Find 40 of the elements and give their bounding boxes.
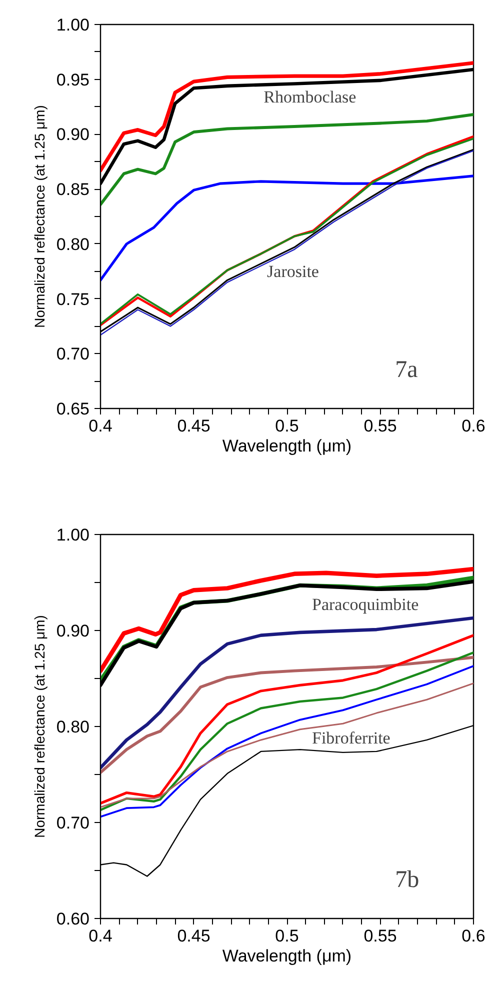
- y-tick-label: 0.60: [56, 910, 90, 928]
- x-axis-title: Wavelength (μm): [222, 436, 352, 456]
- x-tick-label: 0.4: [88, 416, 112, 436]
- y-tick-label: 1.00: [56, 16, 90, 34]
- x-tick-label: 0.45: [177, 416, 210, 436]
- y-tick-label: 0.70: [56, 814, 90, 832]
- annotation: 7a: [395, 357, 418, 384]
- x-tick-label: 0.6: [462, 926, 486, 946]
- x-tick-label: 0.6: [462, 416, 486, 436]
- y-tick-label: 0.90: [56, 125, 90, 144]
- y-tick-label: 0.80: [56, 718, 90, 736]
- line-series: [100, 656, 474, 774]
- y-tick-label: 1.00: [56, 526, 90, 544]
- y-tick-label: 0.95: [56, 70, 90, 90]
- x-axis-title: Wavelength (μm): [222, 946, 352, 966]
- line-series: [100, 616, 474, 770]
- x-tick-label: 0.55: [364, 926, 397, 946]
- y-tick-label: 0.85: [56, 180, 90, 200]
- y-axis-title: Normalized reflectance (at 1.25 μm): [31, 105, 48, 328]
- y-tick-label: 0.70: [56, 344, 90, 364]
- x-tick-label: 0.5: [275, 926, 299, 946]
- y-axis-title: Normalized reflectance (at 1.25 μm): [31, 615, 48, 838]
- annotation: 7b: [395, 867, 420, 894]
- line-series: [100, 174, 474, 282]
- y-tick-label: 0.65: [56, 400, 90, 418]
- annotation: Paracoquimbite: [312, 595, 419, 614]
- line-series: [100, 61, 474, 172]
- y-tick-label: 0.75: [56, 290, 90, 309]
- annotation: Fibroferrite: [312, 728, 390, 748]
- line-series: [100, 682, 474, 808]
- annotation: Jarosite: [267, 262, 319, 281]
- x-tick-label: 0.5: [275, 416, 299, 436]
- line-series: [100, 112, 474, 206]
- x-tick-label: 0.55: [364, 416, 397, 436]
- line-series: [100, 566, 474, 673]
- y-tick-label: 0.90: [56, 622, 90, 640]
- y-tick-label: 0.80: [56, 234, 90, 254]
- x-tick-label: 0.4: [88, 926, 112, 946]
- annotation: Rhomboclase: [264, 88, 356, 107]
- x-tick-label: 0.45: [177, 926, 210, 946]
